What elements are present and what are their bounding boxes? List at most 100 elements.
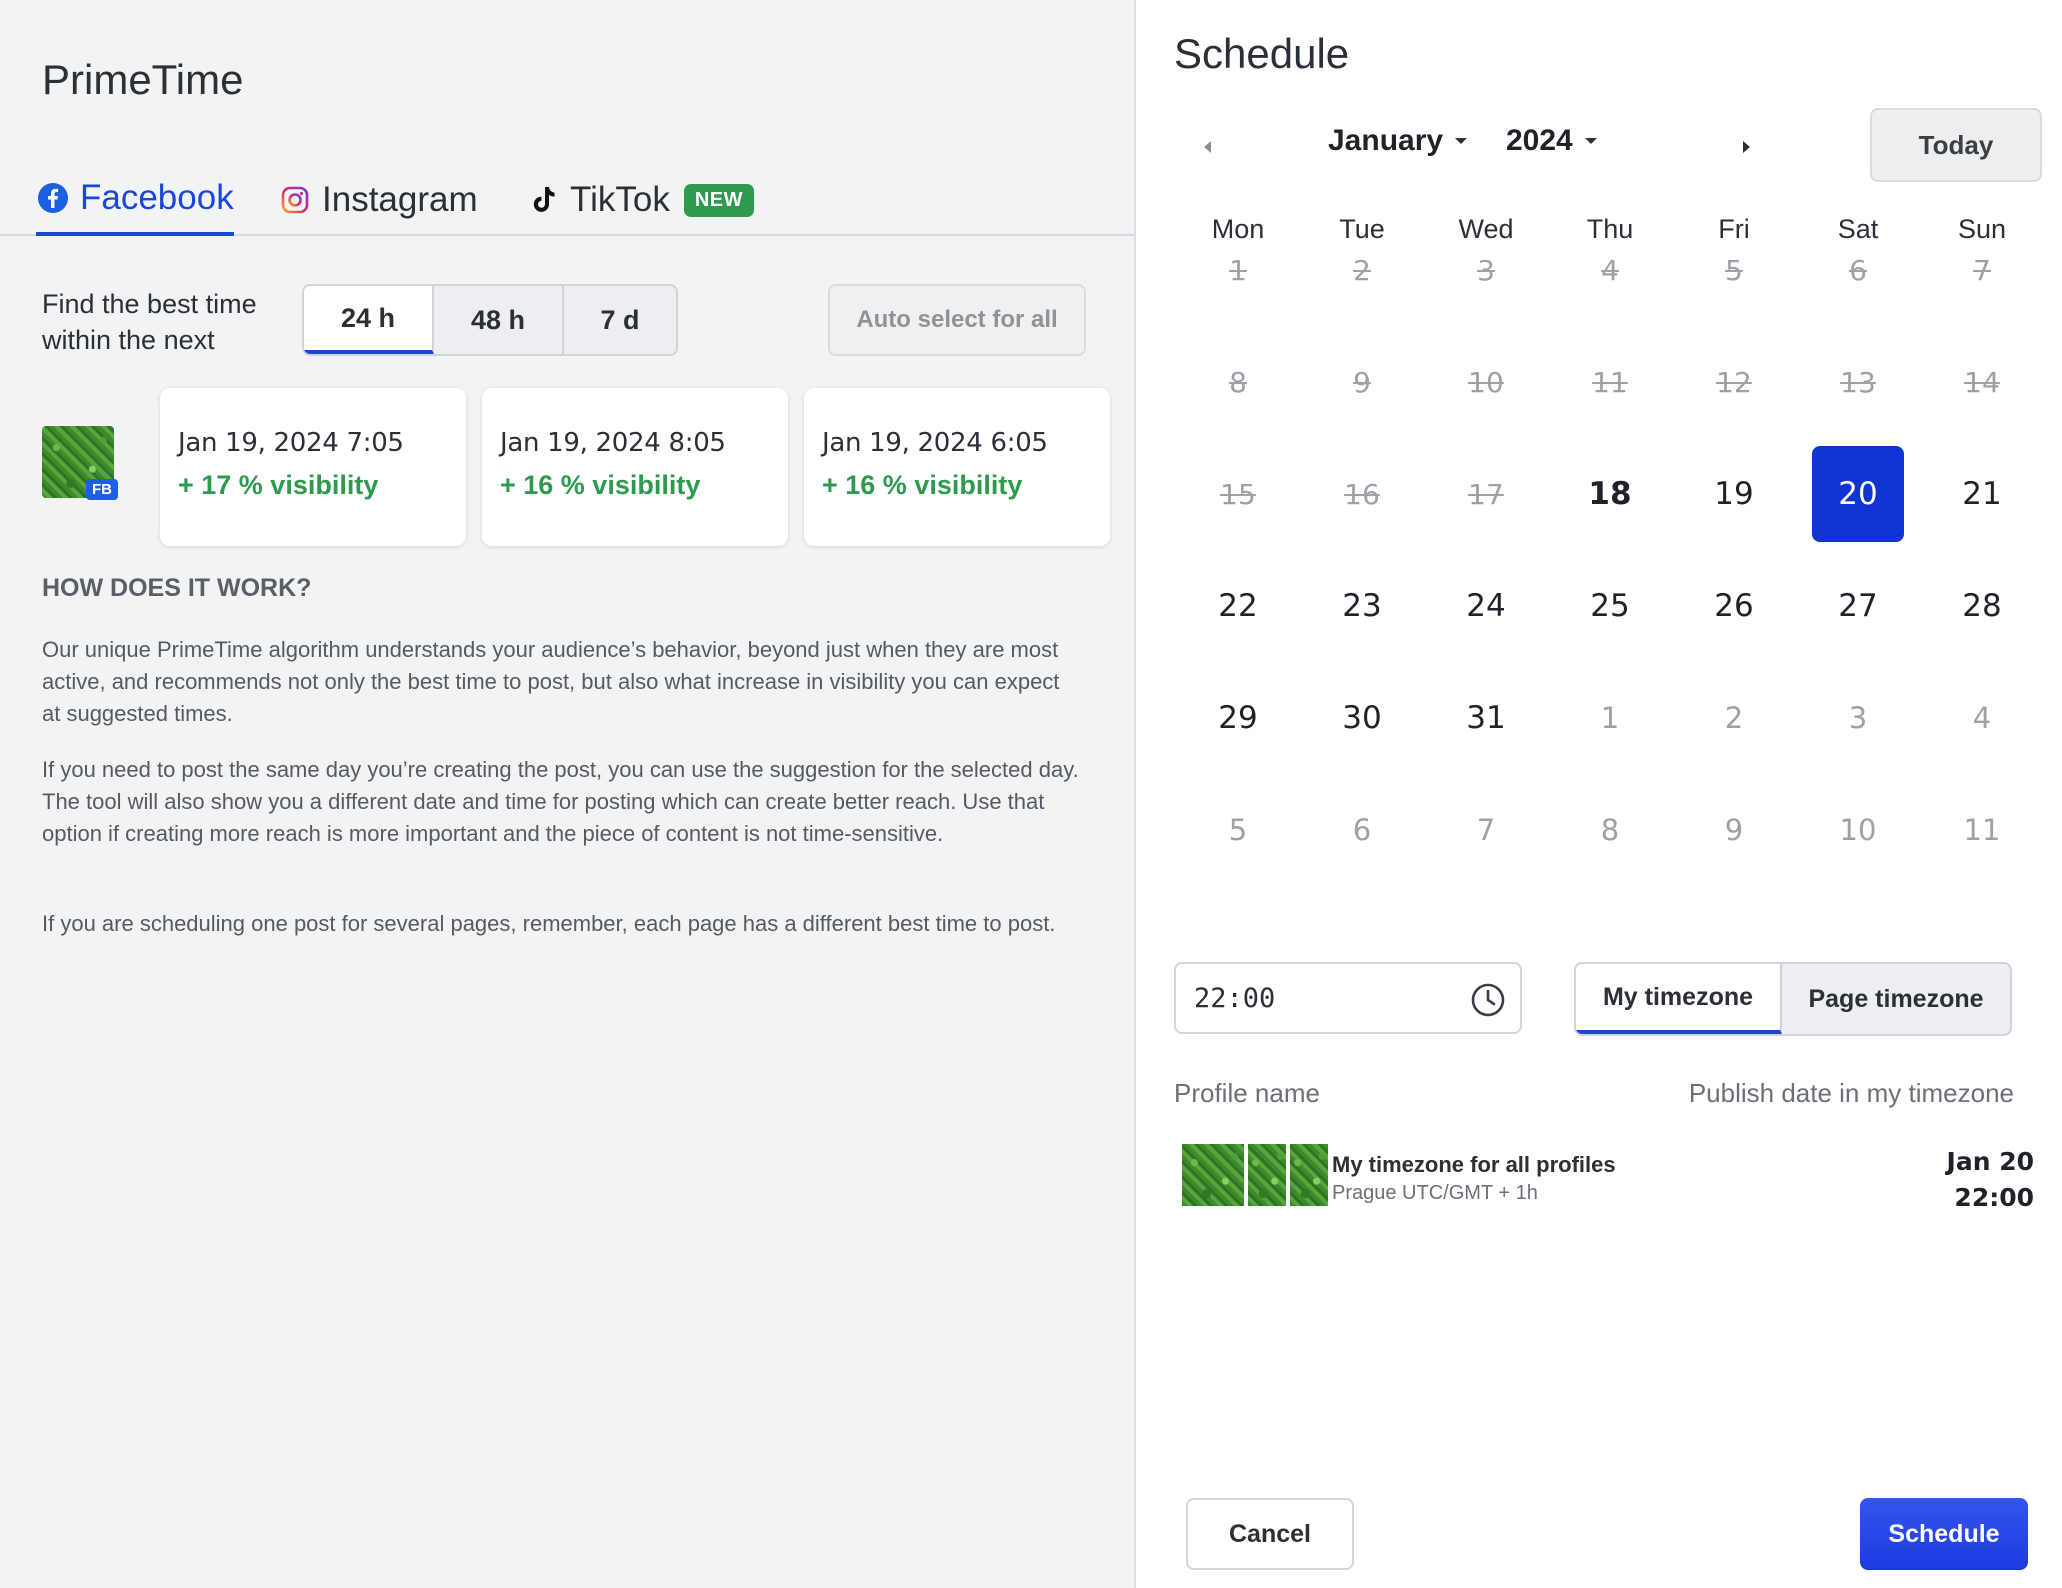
caret-left-icon — [1204, 141, 1211, 153]
primetime-panel: PrimeTime Facebook Instagram TikTok NEW — [0, 0, 1136, 1588]
weekday-label: Sat — [1837, 214, 1879, 244]
find-best-time-label: Find the best time within the next — [42, 289, 257, 355]
calendar-day[interactable]: 5 — [1228, 813, 1248, 847]
profile-thumbnail — [1248, 1144, 1286, 1206]
suggestion-card[interactable]: Jan 19, 2024 7:05 + 17 % visibility — [160, 388, 466, 546]
tab-facebook-label: Facebook — [80, 178, 234, 217]
calendar-day: 17 — [1468, 477, 1504, 511]
calendar-day[interactable]: 6 — [1352, 813, 1372, 847]
chevron-down-icon — [1584, 138, 1597, 144]
calendar-day[interactable]: 31 — [1466, 700, 1506, 736]
schedule-button[interactable]: Schedule — [1860, 1498, 2028, 1570]
profile-thumbnails — [1182, 1144, 1328, 1206]
weekday-label: Thu — [1586, 214, 1634, 244]
calendar-day[interactable]: 22 — [1218, 588, 1258, 624]
range-48h-button[interactable]: 48 h — [434, 286, 564, 354]
year-select[interactable]: 2024 — [1506, 124, 1599, 158]
calendar-day: 14 — [1964, 365, 2000, 399]
calendar-day[interactable]: 4 — [1972, 701, 1992, 735]
month-select[interactable]: January — [1328, 124, 1469, 158]
calendar-day[interactable]: 23 — [1342, 588, 1382, 624]
profile-thumbnail — [1182, 1144, 1244, 1206]
weekday-label: Sun — [1957, 214, 2007, 244]
time-range-selector: 24 h 48 h 7 d — [302, 284, 678, 356]
month-label: January — [1328, 124, 1444, 157]
suggestion-card[interactable]: Jan 19, 2024 6:05 + 16 % visibility — [804, 388, 1110, 546]
caret-right-icon — [1743, 141, 1750, 153]
tiktok-icon — [526, 183, 560, 217]
facebook-icon — [36, 181, 70, 215]
calendar-day: 5 — [1725, 253, 1743, 287]
tab-tiktok[interactable]: TikTok NEW — [526, 164, 754, 236]
calendar-day: 11 — [1592, 365, 1628, 399]
calendar-day[interactable]: 10 — [1839, 813, 1877, 847]
calendar-day[interactable]: 21 — [1962, 476, 2002, 512]
calendar-day[interactable]: 1 — [1600, 701, 1620, 735]
profile-row-timezone: Prague UTC/GMT + 1h — [1332, 1182, 1538, 1204]
explanation-paragraph: If you are scheduling one post for sever… — [42, 911, 1056, 936]
profile-thumbnail — [1290, 1144, 1328, 1206]
tab-instagram[interactable]: Instagram — [278, 164, 478, 236]
schedule-title: Schedule — [1174, 30, 1350, 77]
calendar-day[interactable]: 27 — [1838, 588, 1878, 624]
calendar-day[interactable]: 19 — [1714, 476, 1754, 512]
weekday-label: Tue — [1339, 214, 1385, 244]
suggestion-card[interactable]: Jan 19, 2024 8:05 + 16 % visibility — [482, 388, 788, 546]
calendar-day: 4 — [1601, 253, 1619, 287]
calendar-day[interactable]: 30 — [1342, 700, 1382, 736]
time-input[interactable] — [1194, 978, 1454, 1018]
weekday-label: Wed — [1458, 214, 1514, 244]
calendar-day[interactable]: 11 — [1963, 813, 2001, 847]
my-timezone-button[interactable]: My timezone — [1576, 964, 1782, 1034]
suggestion-date: Jan 19, 2024 7:05 — [178, 428, 404, 458]
explanation-paragraph: If you need to post the same day you’re … — [42, 757, 1079, 846]
auto-select-button[interactable]: Auto select for all — [828, 284, 1086, 356]
tab-tiktok-label: TikTok — [570, 180, 670, 219]
suggestion-visibility: + 16 % visibility — [822, 470, 1023, 500]
calendar-day: 1 — [1229, 253, 1247, 287]
calendar-day: 6 — [1849, 253, 1867, 287]
page-timezone-button[interactable]: Page timezone — [1808, 984, 1984, 1013]
publish-time: 22:00 — [1954, 1183, 2034, 1212]
calendar-day[interactable]: 25 — [1590, 588, 1630, 624]
tab-facebook[interactable]: Facebook — [36, 164, 234, 236]
calendar-day[interactable]: 26 — [1714, 588, 1754, 624]
calendar-day[interactable]: 28 — [1962, 588, 2002, 624]
profile-name-header: Profile name — [1174, 1078, 1320, 1108]
cancel-button[interactable]: Cancel — [1186, 1498, 1354, 1570]
profile-avatar: FB — [42, 426, 118, 500]
calendar-day[interactable]: 3 — [1848, 701, 1868, 735]
prev-month-button[interactable] — [1192, 132, 1222, 162]
calendar-day: 8 — [1229, 365, 1247, 399]
calendar-day[interactable]: 7 — [1476, 813, 1496, 847]
how-it-works-heading: HOW DOES IT WORK? — [42, 574, 312, 602]
year-label: 2024 — [1506, 124, 1573, 157]
calendar-day: 9 — [1353, 365, 1371, 399]
today-button[interactable]: Today — [1870, 108, 2042, 182]
calendar-day[interactable]: 24 — [1466, 588, 1506, 624]
calendar-day[interactable]: 29 — [1218, 700, 1258, 736]
publish-date: Jan 20 — [1946, 1147, 2034, 1176]
publish-date-header: Publish date in my timezone — [1688, 1078, 2014, 1108]
calendar-day: 7 — [1973, 253, 1991, 287]
facebook-badge: FB — [86, 479, 118, 500]
clock-icon — [1471, 983, 1505, 1017]
publish-date-value: Jan 20 22:00 — [1947, 1144, 2034, 1216]
calendar-day[interactable]: 9 — [1724, 813, 1744, 847]
range-24h-button[interactable]: 24 h — [304, 286, 434, 354]
new-badge: NEW — [683, 183, 754, 217]
suggestion-visibility: + 17 % visibility — [178, 470, 379, 500]
next-month-button[interactable] — [1732, 132, 1762, 162]
weekday-label: Mon — [1211, 214, 1265, 244]
calendar-day[interactable]: 2 — [1724, 701, 1744, 735]
calendar-day[interactable]: 8 — [1600, 813, 1620, 847]
calendar-day[interactable]: 18 — [1588, 476, 1632, 512]
panel-title: PrimeTime — [42, 56, 244, 103]
instagram-icon — [278, 183, 312, 217]
profile-row-name: My timezone for all profiles — [1332, 1152, 1616, 1177]
time-field[interactable] — [1174, 962, 1522, 1034]
calendar-day: 3 — [1477, 253, 1495, 287]
range-7d-button[interactable]: 7 d — [600, 304, 640, 335]
calendar-day-selected[interactable]: 20 — [1812, 446, 1904, 542]
